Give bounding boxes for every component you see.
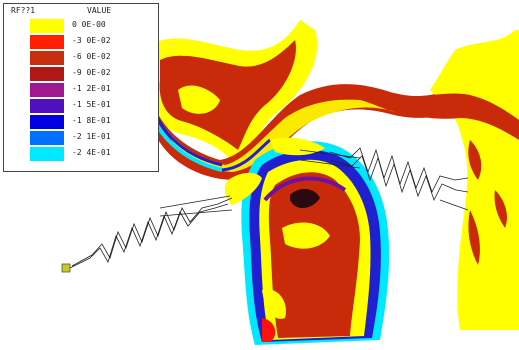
legend-value: -9 0E-02 bbox=[72, 68, 111, 77]
spring-right bbox=[299, 147, 469, 211]
legend-entry: -1 2E-01 bbox=[4, 82, 158, 97]
legend-swatch bbox=[30, 67, 64, 81]
legend-value: -6 0E-02 bbox=[72, 52, 111, 61]
upper-left-region bbox=[150, 20, 318, 165]
legend-value: -2 4E-01 bbox=[72, 148, 111, 157]
legend-header-left: RF??1 bbox=[11, 6, 36, 15]
anchor-node bbox=[61, 263, 71, 273]
legend-swatch bbox=[30, 147, 64, 161]
legend-value: -2 1E-01 bbox=[72, 132, 111, 141]
legend-swatch bbox=[30, 99, 64, 113]
spring-left bbox=[69, 195, 233, 269]
legend-value: -1 8E-01 bbox=[72, 116, 111, 125]
legend-swatch bbox=[30, 115, 64, 129]
legend-entry: -1 5E-01 bbox=[4, 98, 158, 113]
legend-entry: 0 0E-00 bbox=[4, 18, 158, 33]
legend-value: -1 2E-01 bbox=[72, 84, 111, 93]
legend-swatch bbox=[30, 83, 64, 97]
legend-entry: -3 0E-02 bbox=[4, 34, 158, 49]
legend-value: -3 0E-02 bbox=[72, 36, 111, 45]
right-region bbox=[395, 30, 519, 330]
legend-entry: -1 8E-01 bbox=[4, 114, 158, 129]
disc-region bbox=[224, 137, 325, 205]
lower-central-region bbox=[241, 141, 390, 345]
legend-entry: -9 0E-02 bbox=[4, 66, 158, 81]
legend-swatch bbox=[30, 131, 64, 145]
legend-value: 0 0E-00 bbox=[72, 20, 106, 29]
legend-swatch bbox=[30, 19, 64, 33]
contour-legend: RF??1 VALUE 0 0E-00 -3 0E-02 -6 0E-02 -9… bbox=[3, 3, 159, 172]
legend-entry: -6 0E-02 bbox=[4, 50, 158, 65]
legend-entry: -2 4E-01 bbox=[4, 146, 158, 161]
legend-entry: -2 1E-01 bbox=[4, 130, 158, 145]
legend-value: -1 5E-01 bbox=[72, 100, 111, 109]
legend-header-right: VALUE bbox=[87, 6, 112, 15]
legend-swatch bbox=[30, 35, 64, 49]
legend-swatch bbox=[30, 51, 64, 65]
legend-header: RF??1 VALUE bbox=[4, 6, 158, 18]
